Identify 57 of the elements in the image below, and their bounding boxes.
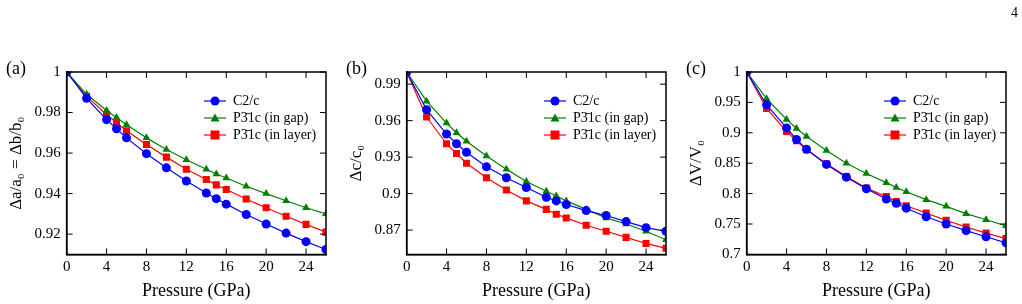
y-tick-label: 0.99 <box>374 75 401 92</box>
x-tick-label: 24 <box>638 258 655 275</box>
y-tick-label: 0.92 <box>34 225 61 242</box>
x-tick-label: 20 <box>938 258 954 275</box>
chart-title: (b) <box>346 57 367 79</box>
x-tick-label: 0 <box>742 258 751 275</box>
x-tick-label: 0 <box>62 258 71 275</box>
y-tick-label: 1 <box>733 62 741 79</box>
x-tick-label: 12 <box>178 258 194 275</box>
y-tick-label: 0.94 <box>34 184 62 201</box>
x-tick-label: 20 <box>258 258 274 275</box>
x-tick-label: 4 <box>442 258 451 275</box>
y-tick-label: 0.96 <box>374 111 402 128</box>
x-tick-label: 12 <box>858 258 874 275</box>
x-tick-label: 12 <box>518 258 534 275</box>
x-tick-label: 16 <box>898 258 915 275</box>
chart-title: (a) <box>6 57 26 79</box>
y-tick-label: 0.85 <box>714 154 741 171</box>
y-axis-title: Δa/a₀ = Δb/b₀ <box>5 116 25 210</box>
x-tick-label: 4 <box>102 258 111 275</box>
x-axis-title: Pressure (GPa) <box>482 279 591 301</box>
x-axis-title: Pressure (GPa) <box>822 279 931 301</box>
x-tick-label: 24 <box>978 258 995 275</box>
y-tick-label: 0.9 <box>381 184 401 201</box>
legend-label: C2/c <box>233 92 260 109</box>
legend-label: P3̄1c (in gap) <box>913 109 989 126</box>
y-tick-label: 0.95 <box>714 93 741 110</box>
y-tick-label: 1 <box>53 62 61 79</box>
x-axis-title: Pressure (GPa) <box>142 279 251 301</box>
y-tick-label: 0.93 <box>374 148 401 165</box>
y-tick-label: 0.98 <box>34 103 61 120</box>
legend-label: C2/c <box>913 92 940 109</box>
x-tick-label: 16 <box>558 258 575 275</box>
x-tick-label: 20 <box>598 258 614 275</box>
y-tick-label: 0.87 <box>374 221 402 238</box>
legend-label: P3̄1c (in layer) <box>573 126 657 143</box>
y-tick-label: 0.75 <box>714 214 741 231</box>
y-tick-label: 0.7 <box>721 245 742 262</box>
x-tick-label: 8 <box>142 258 151 275</box>
y-tick-label: 0.8 <box>721 184 741 201</box>
legend-label: P3̄1c (in gap) <box>233 109 309 126</box>
y-axis-title: ΔV/V₀ <box>685 140 705 187</box>
y-axis-title: Δc/c₀ <box>345 144 365 182</box>
chart-title: (c) <box>686 57 706 79</box>
x-tick-label: 16 <box>218 258 235 275</box>
y-tick-label: 0.96 <box>34 144 62 160</box>
x-tick-label: 4 <box>782 258 791 275</box>
x-tick-label: 8 <box>482 258 491 275</box>
x-tick-label: 24 <box>298 258 315 275</box>
legend-label: P3̄1c (in gap) <box>573 109 649 126</box>
legend-label: C2/c <box>573 92 600 109</box>
x-tick-label: 0 <box>402 258 411 275</box>
legend-label: P3̄1c (in layer) <box>233 126 317 143</box>
x-tick-label: 8 <box>822 258 831 275</box>
legend-label: P3̄1c (in layer) <box>913 126 997 143</box>
text: 4 <box>1010 4 1019 22</box>
y-tick-label: 0.9 <box>721 123 741 140</box>
